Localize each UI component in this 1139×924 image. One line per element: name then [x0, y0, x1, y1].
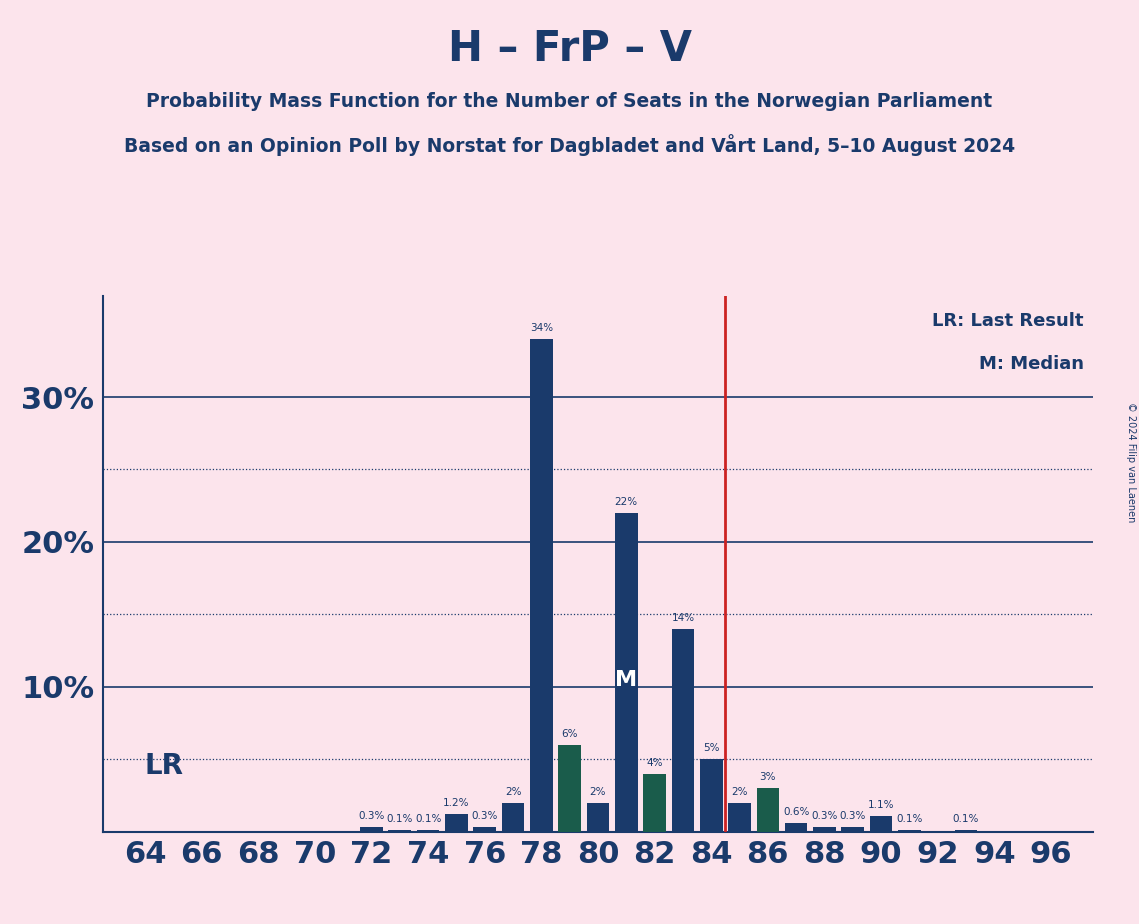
Bar — [699, 760, 722, 832]
Text: LR: LR — [145, 752, 185, 781]
Text: 22%: 22% — [615, 497, 638, 507]
Text: 14%: 14% — [671, 613, 695, 623]
Bar — [813, 827, 836, 832]
Text: Probability Mass Function for the Number of Seats in the Norwegian Parliament: Probability Mass Function for the Number… — [147, 92, 992, 112]
Text: 0.6%: 0.6% — [782, 808, 810, 817]
Bar — [898, 830, 920, 832]
Bar — [474, 827, 497, 832]
Text: 5%: 5% — [703, 744, 720, 753]
Text: 34%: 34% — [530, 323, 552, 334]
Text: 0.3%: 0.3% — [472, 811, 498, 821]
Bar — [756, 788, 779, 832]
Bar — [445, 814, 468, 832]
Text: 0.1%: 0.1% — [386, 814, 413, 824]
Text: © 2024 Filip van Laenen: © 2024 Filip van Laenen — [1126, 402, 1136, 522]
Text: 2%: 2% — [590, 787, 606, 796]
Text: M: Median: M: Median — [978, 355, 1083, 372]
Text: LR: Last Result: LR: Last Result — [932, 311, 1083, 330]
Bar — [530, 339, 552, 832]
Bar — [417, 830, 440, 832]
Text: 0.1%: 0.1% — [415, 814, 441, 824]
Text: 0.3%: 0.3% — [839, 811, 866, 821]
Bar — [388, 830, 411, 832]
Text: 0.1%: 0.1% — [953, 814, 980, 824]
Text: Based on an Opinion Poll by Norstat for Dagbladet and Vårt Land, 5–10 August 202: Based on an Opinion Poll by Norstat for … — [124, 134, 1015, 156]
Text: 6%: 6% — [562, 729, 577, 739]
Bar — [785, 823, 808, 832]
Bar — [615, 513, 638, 832]
Bar — [842, 827, 865, 832]
Bar — [360, 827, 383, 832]
Text: 2%: 2% — [731, 787, 748, 796]
Text: 0.3%: 0.3% — [811, 811, 837, 821]
Text: 0.1%: 0.1% — [896, 814, 923, 824]
Bar — [558, 745, 581, 832]
Text: 0.3%: 0.3% — [359, 811, 385, 821]
Bar — [672, 629, 695, 832]
Bar — [728, 803, 751, 832]
Bar — [644, 773, 666, 832]
Text: M: M — [615, 670, 638, 689]
Text: H – FrP – V: H – FrP – V — [448, 28, 691, 69]
Text: 1.1%: 1.1% — [868, 800, 894, 809]
Bar — [870, 816, 893, 832]
Text: 4%: 4% — [646, 758, 663, 768]
Bar — [501, 803, 524, 832]
Text: 1.2%: 1.2% — [443, 798, 469, 808]
Bar — [587, 803, 609, 832]
Text: 2%: 2% — [505, 787, 522, 796]
Bar — [954, 830, 977, 832]
Text: 3%: 3% — [760, 772, 776, 783]
